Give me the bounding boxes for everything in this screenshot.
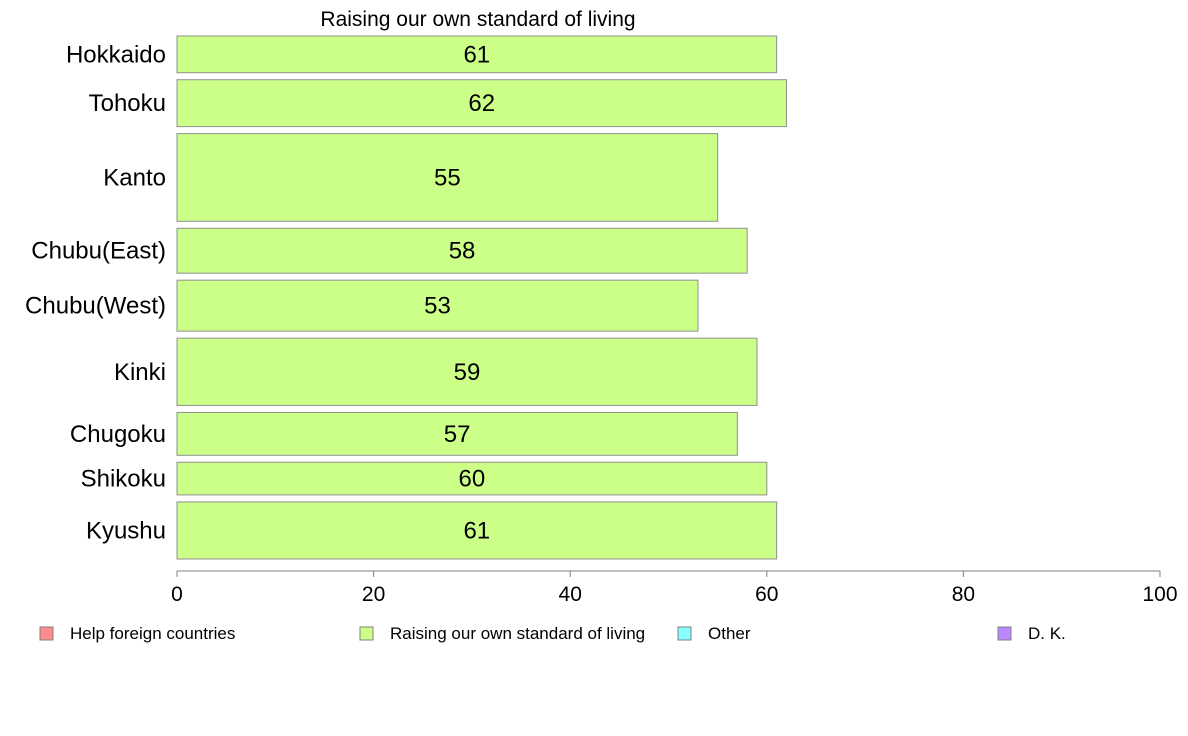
legend-swatch	[677, 626, 692, 641]
legend-label: D. K.	[1028, 624, 1066, 643]
value-label: 60	[459, 466, 486, 493]
value-label: 59	[454, 359, 481, 386]
legend-label: Help foreign countries	[70, 624, 235, 643]
bar-chubu-west-	[176, 279, 699, 332]
category-label: Kanto	[103, 164, 166, 191]
bar-kanto	[176, 133, 719, 222]
chart-title: Raising our own standard of living	[320, 8, 635, 31]
legend-swatch	[359, 626, 374, 641]
bar-chugoku	[176, 411, 738, 456]
bar-kyushu	[176, 501, 778, 560]
category-label: Hokkaido	[66, 41, 166, 68]
x-tick-label: 40	[559, 583, 582, 606]
value-labels: 61 62 55 58 53 59 57 60 61	[424, 41, 495, 544]
x-tick-label: 60	[755, 583, 778, 606]
category-labels: Hokkaido Tohoku Kanto Chubu(East) Chubu(West…	[25, 41, 166, 544]
bar-kinki	[176, 337, 758, 406]
legend-label: Other	[708, 624, 751, 643]
bar-chubu-east-	[176, 227, 748, 274]
bar-hokkaido	[176, 35, 778, 74]
bar-shikoku	[176, 461, 768, 496]
category-label: Chubu(East)	[31, 238, 166, 265]
legend-swatch	[997, 626, 1012, 641]
bar-group	[176, 35, 787, 560]
value-label: 53	[424, 293, 451, 320]
x-tick-label: 0	[171, 583, 183, 606]
value-label: 61	[463, 41, 490, 68]
category-label: Kyushu	[86, 517, 166, 544]
category-label: Shikoku	[81, 466, 166, 493]
value-label: 57	[444, 421, 471, 448]
x-tick-label: 100	[1142, 583, 1177, 606]
legend: Help foreign countries Raising our own st…	[39, 624, 1066, 643]
category-label: Chubu(West)	[25, 293, 166, 320]
x-axis: 0 20 40 60 80 100	[171, 570, 1178, 606]
value-label: 62	[468, 90, 495, 117]
category-label: Kinki	[114, 359, 166, 386]
legend-swatch	[39, 626, 54, 641]
value-label: 55	[434, 164, 461, 191]
bar-tohoku	[176, 79, 787, 128]
category-label: Tohoku	[89, 90, 166, 117]
category-label: Chugoku	[70, 421, 166, 448]
x-tick-label: 20	[362, 583, 385, 606]
value-label: 61	[463, 517, 490, 544]
value-label: 58	[449, 238, 476, 265]
legend-label: Raising our own standard of living	[390, 624, 645, 643]
x-tick-label: 80	[952, 583, 975, 606]
